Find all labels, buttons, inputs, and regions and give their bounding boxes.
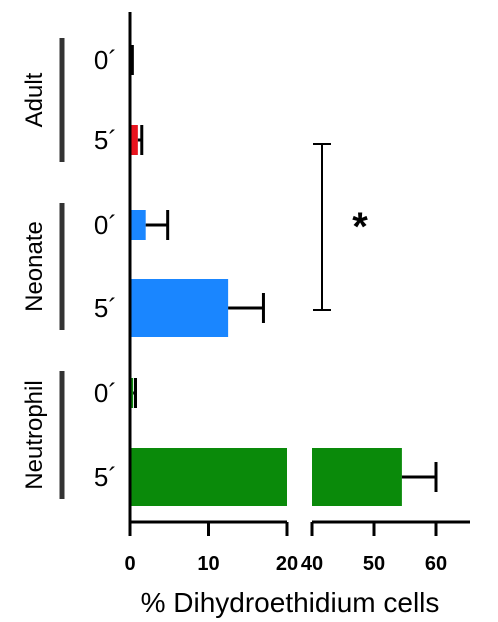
bar-neonate-5min (130, 279, 229, 337)
labels-layer: 0´ 5´ Adult 0´ 5´ Neonate 0´ 5´ Neutrophil 0 10 20 4… (21, 38, 447, 575)
x-tick-label-0: 0 (124, 553, 135, 575)
x-axis-label: % Dihydroethidium cells (141, 587, 440, 618)
category-label-adult-0min: 0´ (94, 45, 117, 75)
bar-neutrophil-5min-segment2 (312, 448, 402, 506)
category-label-neonate-0min: 0´ (94, 210, 117, 240)
x-tick-label-20: 20 (276, 553, 298, 575)
category-label-neutrophil-5min: 5´ (94, 462, 117, 492)
group-label-neutrophil: Neutrophil (21, 380, 48, 489)
bar-neutrophil-0min (130, 378, 134, 408)
bar-adult-5min (130, 125, 138, 155)
significance-star: * (352, 205, 368, 249)
group-label-adult: Adult (21, 72, 48, 127)
x-tick-label-10: 10 (197, 553, 219, 575)
bar-neutrophil-5min-segment1 (130, 448, 287, 506)
category-label-adult-5min: 5´ (94, 125, 117, 155)
category-label-neonate-5min: 5´ (94, 293, 117, 323)
x-tick-label-50: 50 (363, 553, 385, 575)
bar-neonate-0min (130, 210, 146, 240)
group-label-neonate: Neonate (21, 221, 48, 312)
axes-layer (128, 12, 470, 536)
category-label-neutrophil-0min: 0´ (94, 378, 117, 408)
x-tick-label-40: 40 (301, 553, 323, 575)
x-tick-label-60: 60 (425, 553, 447, 575)
bars-layer (130, 45, 438, 506)
